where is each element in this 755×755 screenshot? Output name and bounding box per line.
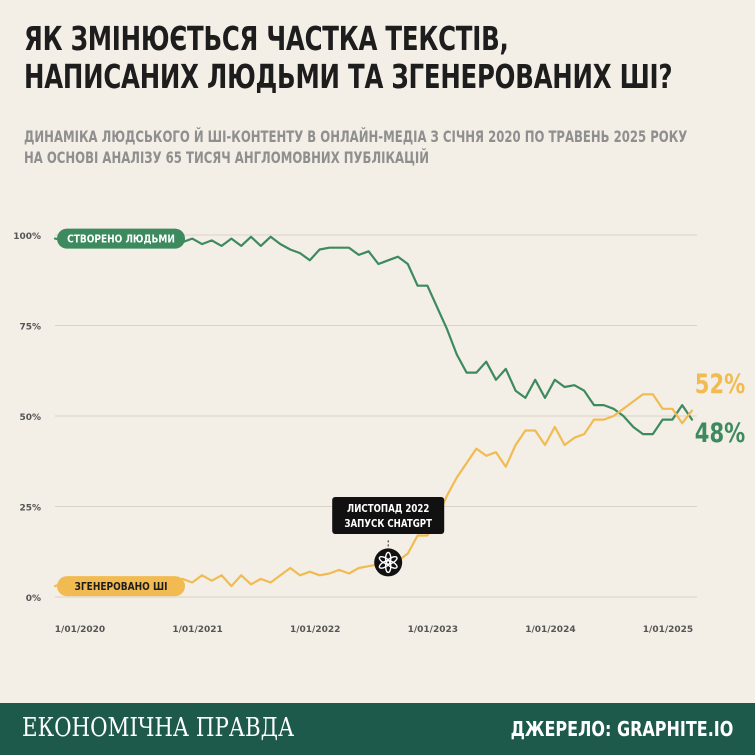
series-line-human: [53, 235, 694, 436]
y-tick-label: 25%: [19, 504, 41, 514]
series-label-text: СТВОРЕНО ЛЮДЬМИ: [67, 234, 175, 246]
x-tick-label: 1/01/2021: [172, 625, 222, 635]
series-label-pill: [57, 576, 185, 597]
series-label-text: ЗГЕНЕРОВАНО ШІ: [75, 581, 168, 593]
y-tick-label: 50%: [19, 413, 41, 423]
x-tick-label: 1/01/2022: [290, 625, 340, 635]
subtitle-line-2: НА ОСНОВІ АНАЛІЗУ 65 ТИСЯЧ АНГЛОМОВНИХ П…: [24, 148, 430, 167]
page-subtitle: ДИНАМІКА ЛЮДСЬКОГО Й ШІ-КОНТЕНТУ В ОНЛАЙ…: [24, 126, 687, 168]
annotation-line-1: ЛИСТОПАД 2022: [347, 503, 429, 515]
openai-logo-icon: [374, 548, 403, 577]
y-tick-label: 75%: [19, 323, 41, 333]
line-chart: 0% 25% 50% 75% 100% 1/01/2020 1/01/2021 1/01/20…: [13, 228, 745, 635]
series-line-ai: [53, 393, 694, 588]
x-tick-label: 1/01/2025: [643, 625, 693, 635]
x-tick-label: 1/01/2020: [55, 625, 105, 635]
x-tick-label: 1/01/2023: [408, 625, 458, 635]
end-value-label: 48%: [695, 417, 745, 448]
x-tick-label: 1/01/2024: [525, 625, 575, 635]
series-label-pill: [57, 228, 185, 249]
icon-petal: [378, 555, 391, 565]
icon-circle: [374, 548, 403, 577]
brand-logo: ЕКОНОМІЧНА ПРАВДА: [22, 713, 295, 743]
annotation-box: [332, 497, 445, 534]
source-note: ДЖЕРЕЛО: GRAPHITE.IO: [510, 717, 733, 741]
footer-bar: ЕКОНОМІЧНА ПРАВДА ДЖЕРЕЛО: GRAPHITE.IO: [0, 703, 755, 755]
subtitle-line-1: ДИНАМІКА ЛЮДСЬКОГО Й ШІ-КОНТЕНТУ В ОНЛАЙ…: [24, 127, 688, 146]
y-tick-label: 100%: [13, 232, 41, 242]
title-line-1: ЯК ЗМІНЮЄТЬСЯ ЧАСТКА ТЕКСТІВ,: [24, 19, 509, 58]
y-tick-label: 0%: [26, 594, 41, 604]
end-value-label: 52%: [695, 368, 745, 399]
annotation-line-2: ЗАПУСК CHATGPT: [344, 518, 432, 530]
